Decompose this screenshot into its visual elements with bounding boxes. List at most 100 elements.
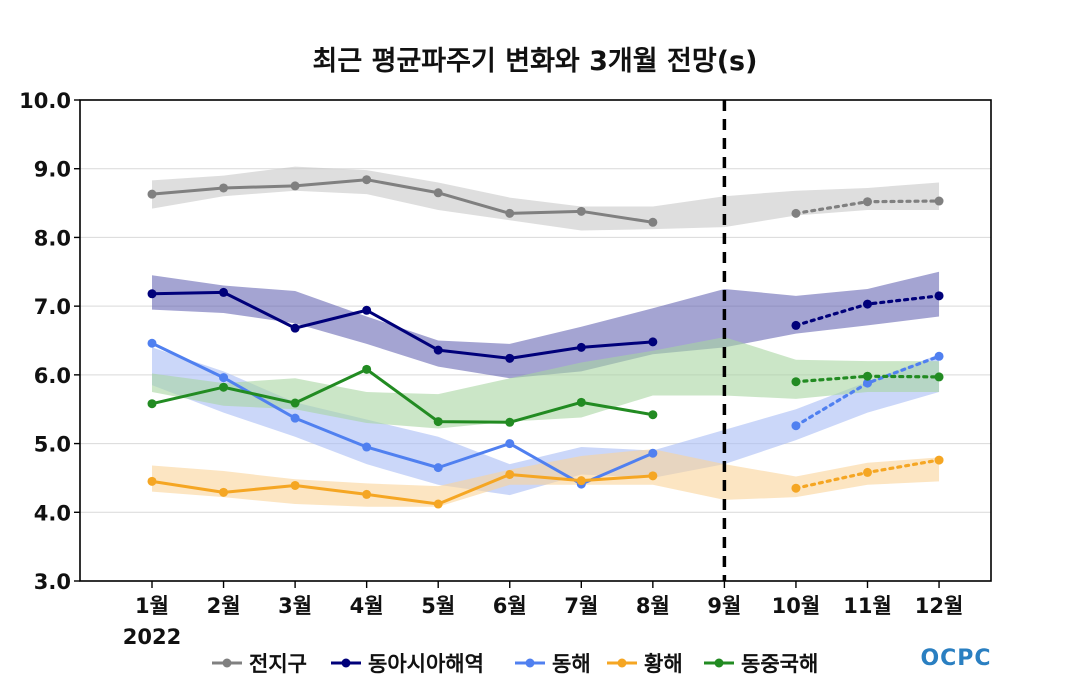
legend-marker-황해	[617, 658, 627, 668]
axis-ticks: 3.0 4.0 5.0 6.0 7.0 8.0 9.0 10.0 1월 2월 3월 4월 5월 6월 7월 8…	[19, 89, 963, 618]
x-tick-label-7월: 7월	[564, 594, 598, 618]
point-황해-7월	[576, 476, 586, 486]
point-동아시아해역-8월	[648, 337, 658, 347]
legend-label-동해: 동해	[552, 652, 591, 676]
point-동아시아해역-12월	[934, 291, 944, 301]
y-tick-label-4-0: 4.0	[34, 501, 71, 525]
point-동중국해-2월	[219, 382, 229, 392]
point-동아시아해역-7월	[576, 342, 586, 352]
legend-marker-전지구	[222, 658, 232, 668]
band-동해	[152, 347, 940, 496]
line-observed-동해	[151, 341, 654, 486]
line-observed-전지구	[151, 178, 654, 224]
point-동아시아해역-5월	[433, 345, 443, 355]
chart-title: 최근 평균파주기 변화와 3개월 전망(s)	[313, 46, 758, 77]
x-tick-label-8월: 8월	[636, 594, 670, 618]
point-황해-6월	[505, 469, 515, 479]
point-전지구-4월	[362, 175, 372, 185]
x-tick-label-11월: 11월	[843, 594, 892, 618]
ocpc-logo-text: OCPC	[920, 646, 991, 671]
x-tick-label-6월: 6월	[493, 594, 527, 618]
point-동아시아해역-10월	[791, 320, 801, 330]
point-황해-5월	[433, 499, 443, 509]
point-황해-3월	[290, 480, 300, 490]
point-동아시아해역-4월	[362, 305, 372, 315]
line-observed-황해	[151, 472, 653, 506]
legend-label-전지구: 전지구	[249, 652, 307, 676]
legend-marker-동해	[525, 658, 535, 668]
x-tick-label-9월: 9월	[707, 594, 741, 618]
point-동중국해-11월	[863, 371, 872, 381]
point-황해-10월	[791, 483, 801, 493]
x-tick-label-4월: 4월	[350, 594, 384, 618]
point-전지구-11월	[863, 197, 872, 207]
point-동해-2월	[219, 373, 229, 383]
legend-label-황해: 황해	[644, 652, 683, 676]
point-전지구-6월	[505, 208, 515, 218]
point-동중국해-5월	[433, 417, 443, 427]
point-전지구-5월	[433, 188, 443, 198]
band-동아시아해역	[152, 271, 940, 379]
point-동해-12월	[934, 351, 944, 361]
point-황해-4월	[362, 489, 372, 499]
point-동아시아해역-6월	[505, 353, 515, 363]
point-전지구-3월	[290, 181, 300, 191]
point-황해-2월	[219, 487, 229, 497]
series-points	[147, 175, 944, 509]
point-동해-1월	[147, 338, 157, 348]
legend: 전지구 동아시아해역 동해 황해 동중국해	[212, 652, 818, 676]
y-tick-label-3-0: 3.0	[34, 570, 71, 594]
x-tick-label-1월: 1월	[135, 594, 169, 618]
y-tick-label-5-0: 5.0	[34, 433, 71, 457]
point-전지구-10월	[791, 208, 801, 218]
point-동해-6월	[505, 439, 515, 449]
y-tick-label-10-0: 10.0	[19, 89, 71, 113]
point-황해-12월	[934, 455, 944, 465]
point-동해-11월	[863, 378, 872, 388]
x-tick-label-10월: 10월	[772, 594, 821, 618]
point-동아시아해역-1월	[147, 289, 157, 299]
point-동해-3월	[290, 413, 300, 423]
band-전지구	[152, 166, 940, 231]
y-tick-label-7-0: 7.0	[34, 295, 71, 319]
point-동해-4월	[362, 442, 372, 452]
point-황해-11월	[863, 467, 872, 477]
point-전지구-12월	[934, 196, 944, 206]
x-tick-label-5월: 5월	[421, 594, 455, 618]
legend-label-동아시아해역: 동아시아해역	[368, 652, 484, 676]
point-동중국해-10월	[791, 377, 801, 387]
point-동중국해-12월	[934, 372, 944, 382]
point-전지구-7월	[576, 206, 586, 216]
point-동중국해-8월	[648, 410, 658, 420]
plot-frame	[79, 99, 992, 582]
point-황해-1월	[147, 476, 157, 486]
x-tick-label-2월: 2월	[207, 594, 241, 618]
point-동중국해-3월	[290, 398, 300, 408]
point-동아시아해역-2월	[219, 287, 229, 297]
legend-marker-동중국해	[714, 658, 724, 668]
point-동아시아해역-11월	[863, 299, 872, 309]
y-tick-label-8-0: 8.0	[34, 226, 71, 250]
band-동중국해	[152, 337, 940, 429]
y-tick-label-6-0: 6.0	[34, 364, 71, 388]
x-tick-label-12월: 12월	[915, 594, 964, 618]
year-label: 2022	[123, 625, 181, 649]
line-observed-동아시아해역	[151, 290, 653, 360]
point-동중국해-6월	[505, 417, 515, 427]
y-tick-label-9-0: 9.0	[34, 158, 71, 182]
point-동아시아해역-3월	[290, 323, 300, 333]
confidence-bands	[152, 166, 940, 507]
legend-label-동중국해: 동중국해	[741, 652, 818, 676]
point-동해-5월	[433, 463, 443, 473]
point-전지구-8월	[648, 217, 658, 227]
point-동중국해-1월	[147, 399, 157, 409]
x-tick-label-3월: 3월	[278, 594, 312, 618]
point-동해-10월	[791, 421, 801, 431]
point-전지구-1월	[147, 189, 157, 199]
point-전지구-2월	[219, 183, 229, 193]
point-동중국해-4월	[362, 364, 372, 374]
ocpc-logo: OCPC	[920, 646, 991, 671]
point-동중국해-7월	[576, 397, 586, 407]
point-동해-8월	[648, 448, 658, 458]
